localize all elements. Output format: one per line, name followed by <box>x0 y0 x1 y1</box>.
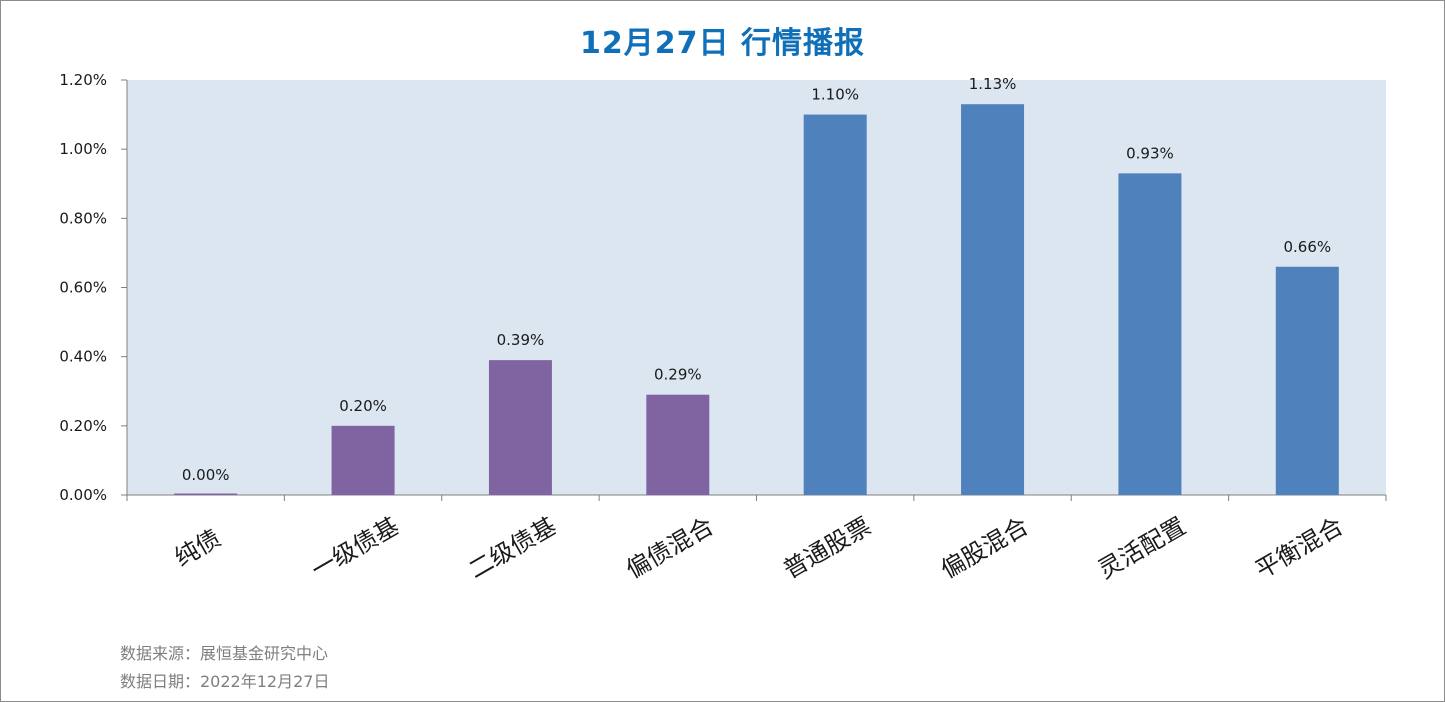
category-label: 灵活配置 <box>1093 512 1190 584</box>
y-tick-label: 0.80% <box>59 209 107 227</box>
y-tick-label: 0.00% <box>59 486 107 504</box>
data-label: 0.20% <box>339 397 387 415</box>
bar <box>961 104 1025 495</box>
bar <box>646 394 710 495</box>
data-label: 0.66% <box>1283 238 1331 256</box>
bar <box>803 114 867 495</box>
category-label: 二级债基 <box>464 512 561 584</box>
category-label: 偏债混合 <box>621 512 718 584</box>
category-label: 一级债基 <box>306 512 403 584</box>
y-tick-label: 0.40% <box>59 348 107 366</box>
data-label: 1.13% <box>969 75 1017 93</box>
chart-title: 12月27日 行情播报 <box>580 26 865 61</box>
plot-area <box>127 80 1386 495</box>
category-label: 平衡混合 <box>1251 512 1348 584</box>
data-label: 0.00% <box>182 466 230 484</box>
data-label: 1.10% <box>811 86 859 104</box>
bar <box>331 425 395 495</box>
y-tick-label: 0.60% <box>59 279 107 297</box>
category-label: 普通股票 <box>779 512 876 584</box>
category-label: 纯债 <box>170 524 226 572</box>
data-label: 0.39% <box>497 331 545 349</box>
y-tick-label: 1.20% <box>59 71 107 89</box>
bar <box>1275 266 1339 495</box>
source-note: 数据来源：展恒基金研究中心 <box>120 644 329 663</box>
y-tick-label: 1.00% <box>59 140 107 158</box>
bar <box>174 493 238 495</box>
bar <box>1118 173 1182 495</box>
data-label: 0.93% <box>1126 144 1174 162</box>
data-label: 0.29% <box>654 366 702 384</box>
category-label: 偏股混合 <box>936 512 1033 584</box>
date-note: 数据日期：2022年12月27日 <box>120 672 330 691</box>
y-tick-label: 0.20% <box>59 417 107 435</box>
bar <box>488 360 552 495</box>
